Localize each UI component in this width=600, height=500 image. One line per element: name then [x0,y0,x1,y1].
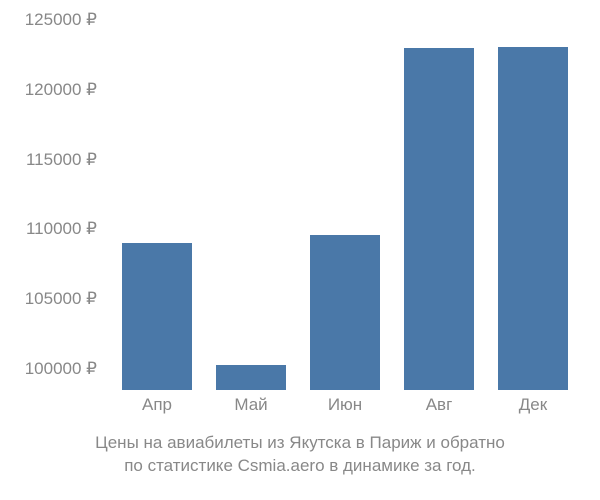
bar [216,365,286,390]
bar [404,48,474,390]
plot-area [110,20,580,390]
x-tick-label: Авг [426,395,453,415]
caption-line-2: по статистике Csmia.aero в динамике за г… [0,455,600,478]
y-tick-label: 115000 ₽ [26,150,97,170]
bar [310,235,380,390]
y-axis: 100000 ₽ 105000 ₽ 110000 ₽ 115000 ₽ 120000 ₽… [0,20,105,390]
x-tick-label: Дек [519,395,547,415]
x-axis: Апр Май Июн Авг Дек [110,395,580,425]
bar [122,243,192,390]
x-tick-label: Апр [142,395,172,415]
bar [498,47,568,390]
y-tick-label: 110000 ₽ [26,219,97,239]
y-tick-label: 100000 ₽ [25,359,97,379]
x-tick-label: Май [234,395,267,415]
y-tick-label: 125000 ₽ [25,10,97,30]
y-tick-label: 120000 ₽ [25,80,97,100]
x-tick-label: Июн [328,395,362,415]
y-tick-label: 105000 ₽ [25,289,97,309]
chart-caption: Цены на авиабилеты из Якутска в Париж и … [0,432,600,478]
price-chart: 100000 ₽ 105000 ₽ 110000 ₽ 115000 ₽ 120000 ₽… [0,10,600,430]
caption-line-1: Цены на авиабилеты из Якутска в Париж и … [0,432,600,455]
